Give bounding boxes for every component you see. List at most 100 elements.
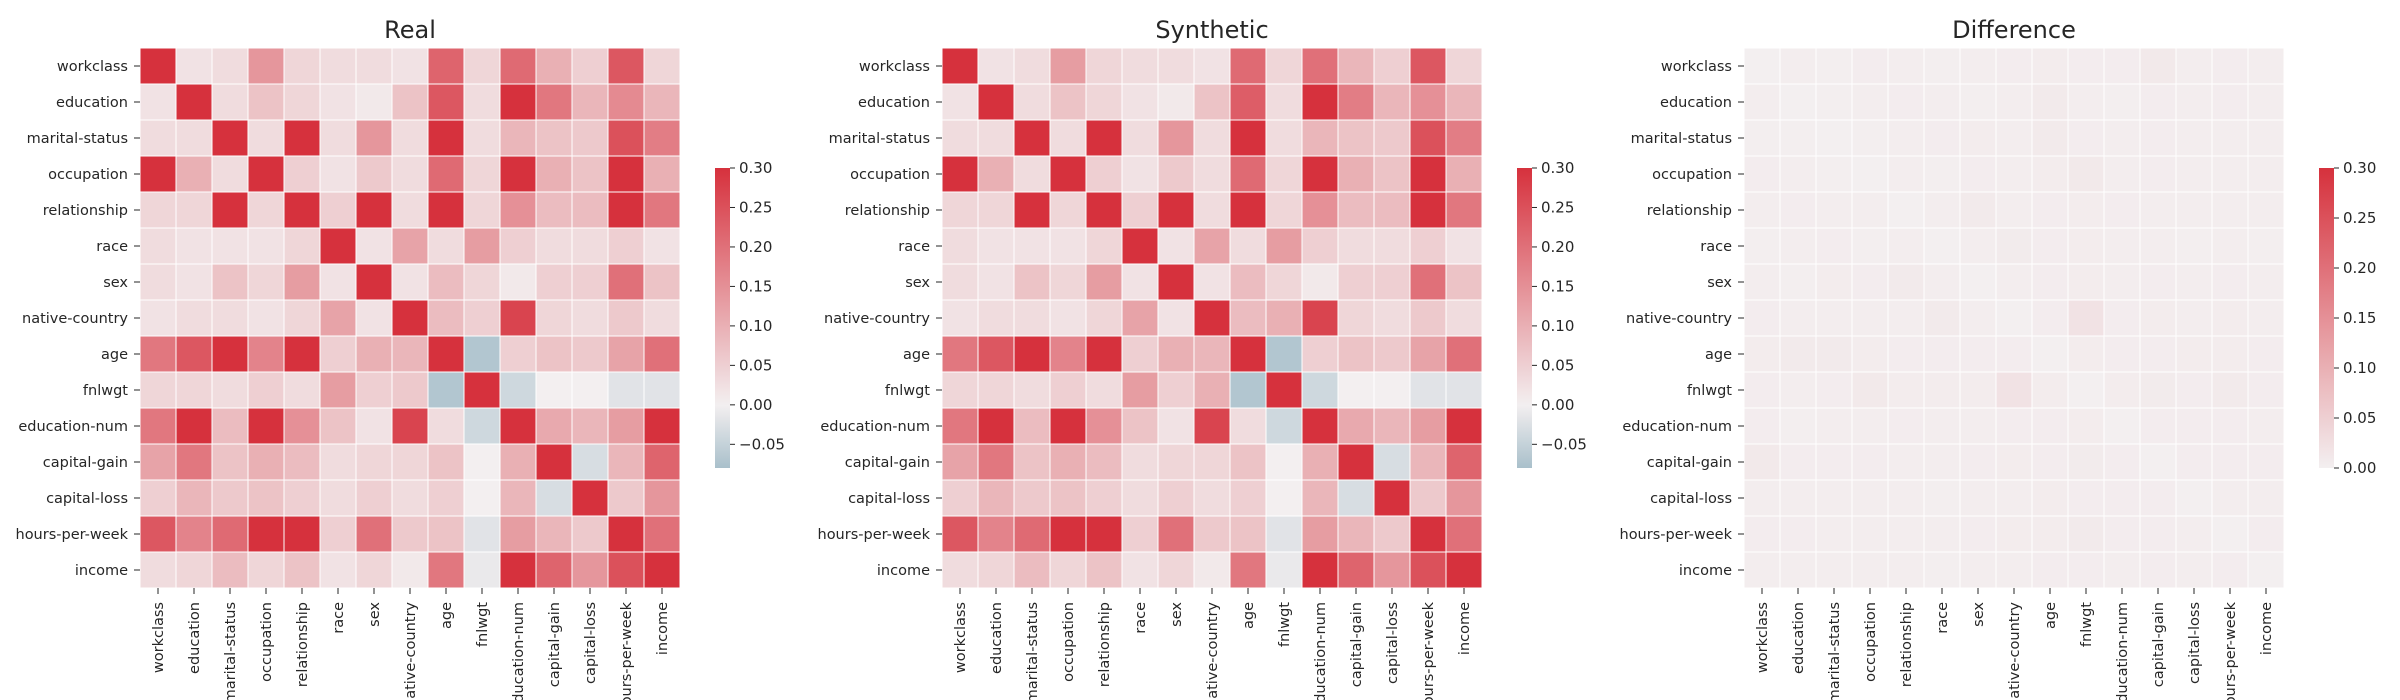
heatmap-cell xyxy=(1445,227,1483,265)
heatmap-cell xyxy=(535,299,573,337)
heatmap-cell xyxy=(1409,479,1447,517)
column-label: workclass xyxy=(1755,602,1771,673)
heatmap-cell xyxy=(2031,551,2069,589)
heatmap-cell xyxy=(2031,191,2069,229)
heatmap-cell xyxy=(2103,119,2141,157)
heatmap-cell xyxy=(1815,119,1853,157)
heatmap-cell xyxy=(2139,443,2177,481)
row-label: hours-per-week xyxy=(16,527,129,543)
heatmap-cell xyxy=(2211,299,2249,337)
heatmap-cell xyxy=(2211,47,2249,85)
heatmap-cell xyxy=(1193,371,1231,409)
row-label: native-country xyxy=(824,311,930,327)
heatmap-cell xyxy=(1851,191,1889,229)
heatmap-cell xyxy=(1995,191,2033,229)
colorbar-tick-label: 0.25 xyxy=(2343,209,2376,227)
heatmap-cell xyxy=(139,119,177,157)
heatmap-cell xyxy=(1815,371,1853,409)
heatmap-cell xyxy=(1121,119,1159,157)
heatmap-cell xyxy=(1779,83,1817,121)
heatmap-cell xyxy=(1049,335,1087,373)
heatmap-cell xyxy=(427,551,465,589)
heatmap-cell xyxy=(1121,47,1159,85)
heatmap-cell xyxy=(2247,515,2285,553)
heatmap-cell xyxy=(2067,191,2105,229)
heatmap-cell xyxy=(1049,119,1087,157)
heatmap-cell xyxy=(1887,407,1925,445)
heatmap-cell xyxy=(1049,479,1087,517)
heatmap-cell xyxy=(1157,263,1195,301)
heatmap-cell xyxy=(2175,515,2213,553)
heatmap-cell xyxy=(1959,227,1997,265)
heatmap-cell xyxy=(2031,227,2069,265)
heatmap-cell xyxy=(1013,155,1051,193)
row-label: relationship xyxy=(43,203,128,219)
heatmap-cell xyxy=(1887,443,1925,481)
column-label: native-country xyxy=(2007,602,2023,700)
heatmap-cell xyxy=(1157,83,1195,121)
heatmap-cell xyxy=(1851,407,1889,445)
heatmap-cell xyxy=(175,47,213,85)
heatmap-cell xyxy=(535,263,573,301)
heatmap-cell xyxy=(2211,479,2249,517)
heatmap-cell xyxy=(2031,83,2069,121)
heatmap-cell xyxy=(1743,551,1781,589)
heatmap-cell xyxy=(1337,515,1375,553)
heatmap-cell xyxy=(941,47,979,85)
heatmap-cell xyxy=(2067,47,2105,85)
heatmap-cell xyxy=(643,83,681,121)
heatmap-cell xyxy=(1995,479,2033,517)
heatmap-cell xyxy=(607,263,645,301)
heatmap-cell xyxy=(2211,443,2249,481)
heatmap-cell xyxy=(1265,191,1303,229)
heatmap-cell xyxy=(1779,47,1817,85)
colorbar-tick-label: 0.15 xyxy=(2343,309,2376,327)
row-label: hours-per-week xyxy=(1620,527,1733,543)
heatmap-cell xyxy=(1049,299,1087,337)
heatmap-cell xyxy=(1923,479,1961,517)
heatmap-cell xyxy=(355,515,393,553)
heatmap-cell xyxy=(1373,227,1411,265)
heatmap-real: Real workclass education marital-status occ… xyxy=(16,16,785,700)
heatmap-cell xyxy=(1851,443,1889,481)
heatmap-cell xyxy=(2247,443,2285,481)
row-label: race xyxy=(898,239,930,255)
colorbar-tick-label: 0.25 xyxy=(739,198,772,216)
heatmap-cell xyxy=(427,479,465,517)
heatmap-cell xyxy=(427,335,465,373)
column-label: capital-loss xyxy=(1385,602,1401,684)
heatmap-cell xyxy=(1121,335,1159,373)
heatmap-cell xyxy=(535,191,573,229)
heatmap-cell xyxy=(175,191,213,229)
heatmap-cell xyxy=(1815,551,1853,589)
heatmap-cell xyxy=(283,299,321,337)
heatmap-cell xyxy=(535,119,573,157)
colorbar-tick-label: −0.05 xyxy=(739,435,785,453)
heatmap-cell xyxy=(1923,263,1961,301)
heatmap-cell xyxy=(355,479,393,517)
heatmap-cell xyxy=(1959,515,1997,553)
heatmap-cell xyxy=(1049,191,1087,229)
heatmap-cell xyxy=(1445,119,1483,157)
row-label: fnlwgt xyxy=(1687,383,1732,399)
heatmap-cell xyxy=(1959,407,1997,445)
heatmap-cell xyxy=(571,263,609,301)
heatmap-cell xyxy=(1337,551,1375,589)
heatmap-cell xyxy=(1851,83,1889,121)
column-label: education xyxy=(1791,602,1807,674)
heatmap-cell xyxy=(175,155,213,193)
heatmap-cell xyxy=(2247,155,2285,193)
heatmap-cell xyxy=(2067,83,2105,121)
heatmap-cell xyxy=(2175,227,2213,265)
heatmap-cell xyxy=(499,227,537,265)
heatmap-cell xyxy=(2067,407,2105,445)
heatmap-cell xyxy=(607,371,645,409)
heatmap-cell xyxy=(2031,371,2069,409)
heatmap-cell xyxy=(355,191,393,229)
heatmap-cell xyxy=(355,263,393,301)
heatmap-cell xyxy=(1995,443,2033,481)
heatmap-cell xyxy=(247,407,285,445)
heatmap-cell xyxy=(1229,515,1267,553)
column-label: education-num xyxy=(1313,602,1329,700)
